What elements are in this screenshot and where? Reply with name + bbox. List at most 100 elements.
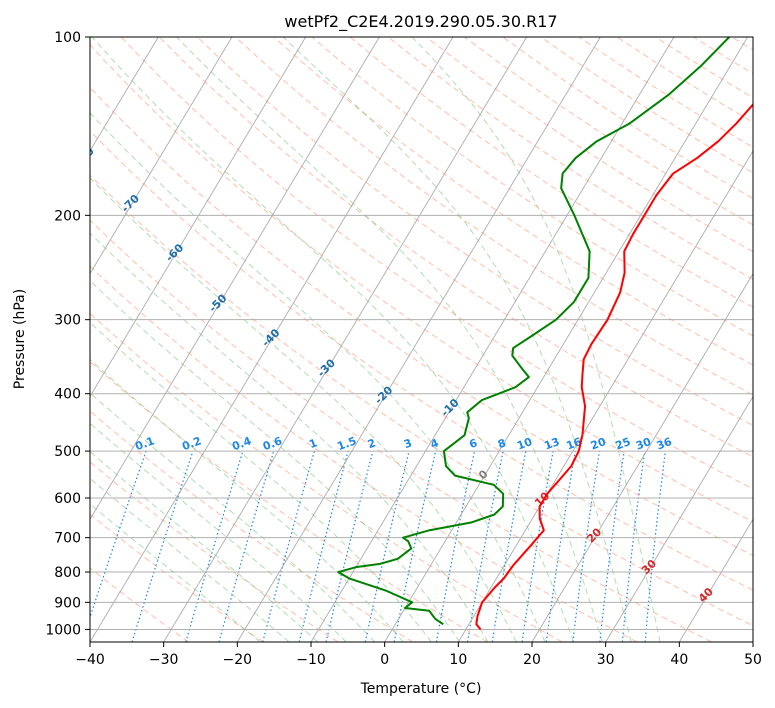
dry-adiabat <box>90 265 638 642</box>
x-tick-label: −20 <box>223 652 253 668</box>
skewed-isotherms <box>90 37 753 642</box>
mixing-ratio-line <box>599 451 625 642</box>
pressure-gridlines <box>90 37 753 630</box>
moist-adiabat <box>90 450 319 642</box>
dry-adiabats <box>90 37 753 642</box>
y-tick-label: 1000 <box>45 622 81 638</box>
mixing-ratio-line <box>131 450 194 642</box>
isotherm-label: -80 <box>74 144 97 167</box>
mixing-ratio-label: 36 <box>655 435 674 453</box>
moist-adiabat <box>90 392 376 642</box>
mixing-ratio-label: 0.4 <box>230 434 253 453</box>
mixing-ratio-label: 0.2 <box>180 434 203 453</box>
moist-adiabat <box>90 321 432 642</box>
isotherm-line <box>163 37 528 642</box>
dry-adiabat <box>90 567 190 642</box>
mixing-ratio-label: 6 <box>467 436 479 451</box>
isotherm-line <box>90 37 307 398</box>
dewpoint-profile-line <box>337 37 730 626</box>
mixing-ratio-line <box>521 450 554 642</box>
x-tick-label: −30 <box>149 652 179 668</box>
moist-adiabat <box>90 112 546 642</box>
mixing-ratio-line <box>545 450 576 642</box>
y-axis-label: Pressure (hPa) <box>12 289 28 389</box>
mixing-ratio-label: 0.6 <box>261 434 284 453</box>
mixing-ratio-label: 20 <box>589 435 608 453</box>
mixing-ratio-line <box>621 451 646 642</box>
isotherm-line <box>90 37 159 152</box>
moist-adiabat <box>90 177 517 642</box>
mixing-ratio-label: 1.5 <box>336 434 359 453</box>
mixing-ratio-label: 2 <box>366 436 378 451</box>
dry-adiabat <box>90 360 488 642</box>
moist-adiabat <box>90 477 290 642</box>
isotherm-line <box>90 37 380 521</box>
dry-adiabat <box>90 174 753 627</box>
moist-adiabat <box>90 358 404 642</box>
dry-adiabat <box>90 219 712 642</box>
dry-adiabat <box>349 37 753 308</box>
mixing-ratio-label: 0.1 <box>134 434 157 453</box>
x-axis-label: Temperature (°C) <box>360 681 482 697</box>
mixing-ratio-line <box>218 450 275 642</box>
y-tick-label: 500 <box>54 444 81 460</box>
mixing-ratio-label: 30 <box>634 435 653 453</box>
mixing-ratio-line <box>185 450 244 642</box>
mixing-ratio-label: 4 <box>429 436 441 451</box>
x-tick-label: −40 <box>75 652 105 668</box>
x-tick-label: 30 <box>597 652 615 668</box>
moist-adiabat <box>282 37 632 642</box>
x-tick-label: −10 <box>296 652 326 668</box>
isotherm-line <box>90 37 233 275</box>
mixing-ratio-line <box>572 451 601 642</box>
x-tick-label: 50 <box>744 652 762 668</box>
y-tick-label: 400 <box>54 387 81 403</box>
y-axis-ticks: 100 200 300 400 500 600 700 800 900 1000 <box>45 30 90 638</box>
isotherm-line <box>310 37 675 642</box>
y-tick-label: 900 <box>54 595 81 611</box>
mixing-ratio-line <box>325 450 374 642</box>
x-axis-ticks: −40 −30 −20 −10 0 10 20 30 40 50 <box>75 642 762 668</box>
y-tick-label: 200 <box>54 208 81 224</box>
mixing-ratio-label: 25 <box>614 435 633 452</box>
dry-adiabat <box>90 513 264 642</box>
mixing-ratio-labels: 0.1 0.2 0.4 0.6 1 1.5 2 3 4 6 8 10 13 16 20 25 30 36 <box>134 434 674 453</box>
moist-adiabat <box>90 280 461 642</box>
mixing-ratio-line <box>298 450 349 642</box>
y-tick-label: 100 <box>54 30 81 46</box>
isotherm-line <box>90 37 454 642</box>
isotherm-line <box>531 272 753 642</box>
mixing-ratio-line <box>644 451 667 642</box>
isotherm-line <box>384 37 749 642</box>
plot-frame <box>89 36 754 643</box>
y-tick-label: 800 <box>54 565 81 581</box>
isotherm-line <box>236 37 601 642</box>
dry-adiabat <box>90 312 563 642</box>
moist-adiabat <box>90 422 347 642</box>
mixing-ratio-label: 13 <box>542 435 561 452</box>
moist-adiabats <box>90 37 661 642</box>
mixing-ratio-label: 3 <box>402 436 414 451</box>
dry-adiabat <box>158 37 753 458</box>
y-tick-label: 700 <box>54 531 81 547</box>
moist-adiabat <box>90 232 489 642</box>
dry-adiabat <box>120 37 753 490</box>
mixing-ratio-label: 8 <box>496 436 508 451</box>
dry-adiabat <box>311 37 753 337</box>
temperature-profile-line <box>475 102 753 631</box>
moist-adiabat <box>176 37 603 642</box>
x-tick-label: 40 <box>670 652 688 668</box>
x-tick-label: 10 <box>449 652 467 668</box>
y-tick-label: 600 <box>54 491 81 507</box>
chart-title: wetPf2_C2E4.2019.290.05.30.R17 <box>284 12 557 32</box>
isotherm-line <box>678 518 753 642</box>
mixing-ratio-line <box>262 450 315 642</box>
y-tick-label: 300 <box>54 313 81 329</box>
mixing-ratio-label: 1 <box>307 436 319 451</box>
moist-adiabat <box>91 37 575 642</box>
isotherm-line <box>457 150 753 642</box>
x-tick-label: 0 <box>380 652 389 668</box>
x-tick-label: 20 <box>523 652 541 668</box>
